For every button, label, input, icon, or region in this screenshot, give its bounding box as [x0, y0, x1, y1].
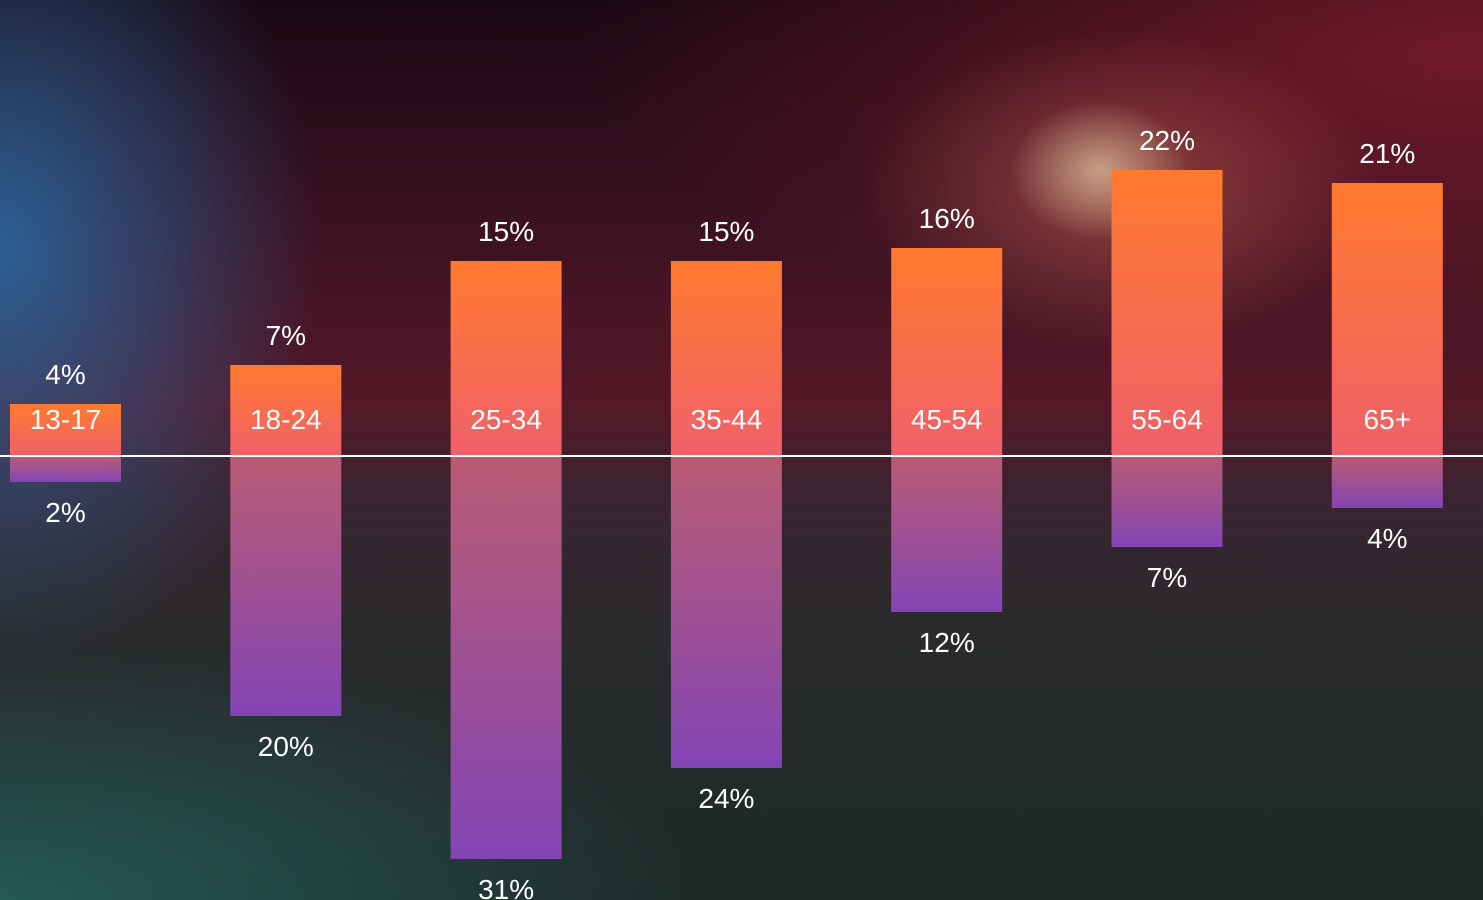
bar-lower-18-24 — [230, 456, 342, 716]
value-label-upper-13-17: 4% — [45, 359, 85, 390]
bar-lower-13-17 — [10, 456, 121, 482]
bar-upper-13-17 — [10, 404, 121, 456]
category-label-18-24: 18-24 — [250, 404, 322, 435]
category-label-35-44: 35-44 — [691, 404, 763, 435]
category-label-25-34: 25-34 — [470, 404, 542, 435]
bar-upper-35-44 — [670, 261, 782, 456]
value-label-upper-45-54: 16% — [919, 203, 975, 234]
category-label-55-64: 55-64 — [1131, 404, 1203, 435]
value-label-lower-18-24: 20% — [258, 731, 314, 762]
value-label-upper-35-44: 15% — [698, 216, 754, 247]
bar-upper-65+ — [1331, 183, 1443, 456]
category-label-45-54: 45-54 — [911, 404, 983, 435]
value-label-lower-65+: 4% — [1367, 523, 1407, 554]
bar-upper-18-24 — [230, 365, 342, 456]
value-label-upper-25-34: 15% — [478, 216, 534, 247]
bar-upper-45-54 — [891, 248, 1003, 456]
value-label-upper-18-24: 7% — [266, 320, 306, 351]
bar-lower-65+ — [1331, 456, 1443, 508]
bar-upper-25-34 — [450, 261, 562, 456]
category-label-13-17: 13-17 — [30, 404, 102, 435]
bar-lower-55-64 — [1111, 456, 1223, 547]
value-label-upper-55-64: 22% — [1139, 125, 1195, 156]
bar-upper-55-64 — [1111, 170, 1223, 456]
value-label-upper-65+: 21% — [1359, 138, 1415, 169]
bar-lower-45-54 — [891, 456, 1003, 612]
value-label-lower-25-34: 31% — [478, 874, 534, 900]
value-label-lower-35-44: 24% — [698, 783, 754, 814]
bar-lower-25-34 — [450, 456, 562, 859]
value-label-lower-45-54: 12% — [919, 627, 975, 658]
value-label-lower-55-64: 7% — [1147, 562, 1187, 593]
category-label-65+: 65+ — [1364, 404, 1412, 435]
value-label-lower-13-17: 2% — [45, 497, 85, 528]
bar-lower-35-44 — [670, 456, 782, 768]
